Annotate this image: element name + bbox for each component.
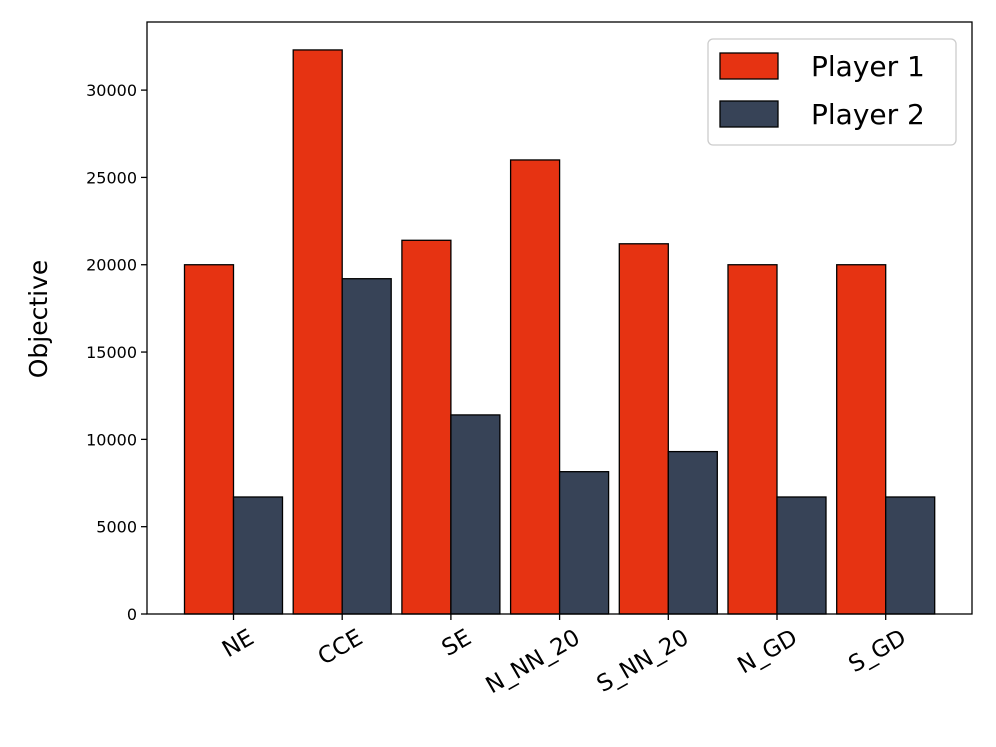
bar-player-1-n-gd [727,264,778,615]
y-axis: 0 5000 10000 15000 20000 25000 30000 [86,81,147,624]
bar-player-1-cce [292,49,343,615]
bar-player-1-n-nn-20 [509,159,561,615]
bar-player-1-s-nn-20 [618,243,669,615]
bar-player-2-s-nn-20 [667,450,718,615]
plot-area [146,21,973,615]
y-tick-label: 25000 [86,168,137,187]
bar-player-2-n-nn-20 [558,471,610,615]
bar-player-2-n-gd [776,496,827,615]
legend: Player 1 Player 2 [707,38,957,146]
bar-player-2-cce [341,278,392,615]
y-tick-label: 0 [127,605,137,624]
y-tick-label: 15000 [86,343,137,362]
y-tick-label: 20000 [86,256,137,275]
legend-swatch [719,52,779,80]
y-tick-label: 10000 [86,430,137,449]
y-tick-label: 30000 [86,81,137,100]
bar-player-2-se [450,414,501,615]
y-axis-title: Objective [24,260,53,379]
bar-player-2-ne [232,496,284,615]
legend-label: Player 1 [811,50,925,83]
bar-player-2-s-gd [885,496,936,615]
y-tick-label: 5000 [96,518,137,537]
legend-swatch [719,100,779,128]
bar-player-1-s-gd [836,264,887,615]
bar-player-1-se [401,239,452,615]
legend-label: Player 2 [811,98,925,131]
bar-player-1-ne [183,264,235,615]
